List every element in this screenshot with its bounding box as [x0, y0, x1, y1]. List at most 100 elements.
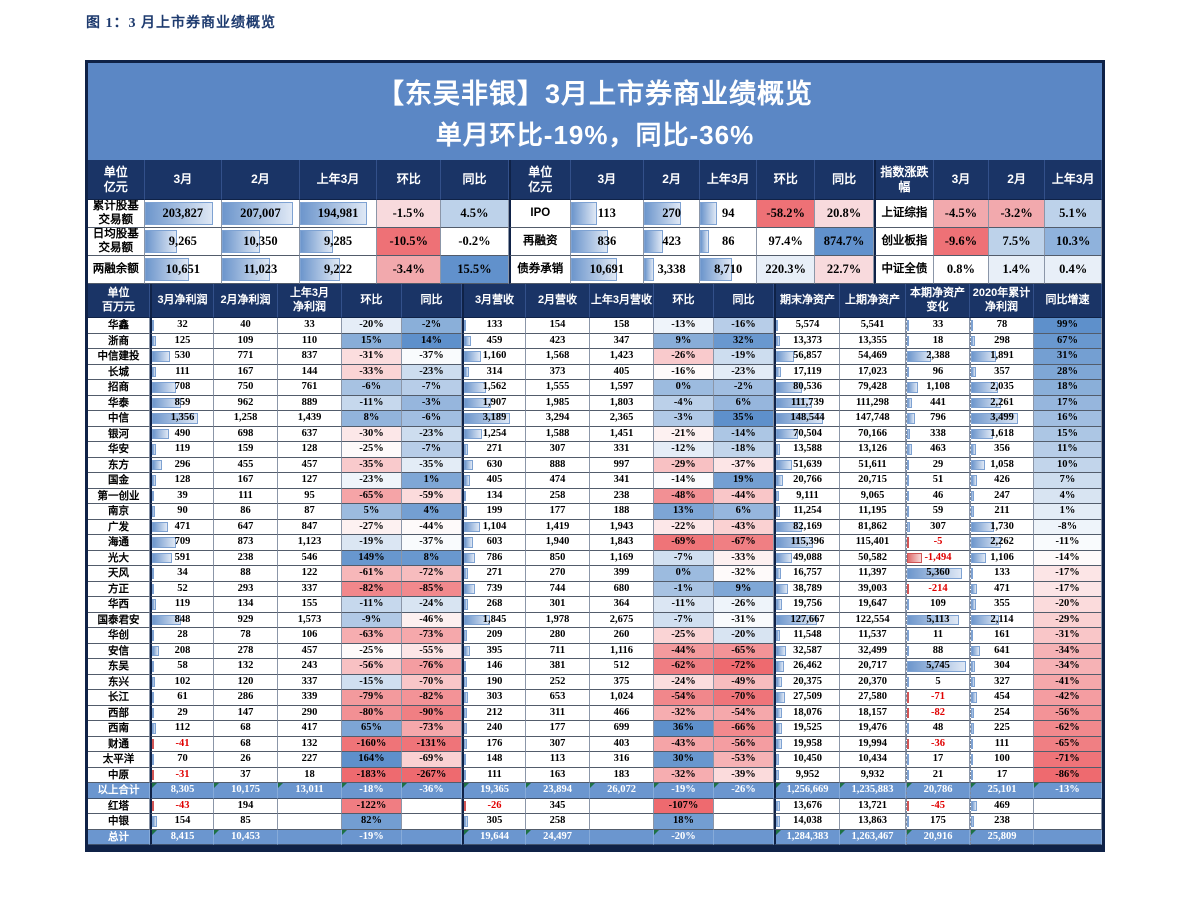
- value-cell: 771: [214, 349, 278, 365]
- value-cell: 1,254: [462, 426, 526, 442]
- table-row: 招商 708 750 761 -6% -7% 1,562 1,555 1,597 0% -2% 80,…: [88, 380, 1102, 396]
- value-cell: 457: [278, 643, 342, 659]
- table-header-cell: 单位 百万元: [88, 284, 150, 318]
- value-cell: 873: [214, 535, 278, 551]
- cell-value: 109: [237, 334, 254, 346]
- value-cell: 51: [906, 473, 970, 489]
- cell-value: 11,537: [858, 629, 887, 641]
- value-cell: 128: [150, 473, 214, 489]
- cell-value: 1,803: [609, 396, 634, 408]
- broker-name: 国泰君安: [88, 612, 150, 628]
- data-bar: [907, 769, 909, 780]
- value-cell: 32,587: [774, 643, 840, 659]
- value-cell: 49,088: [774, 550, 840, 566]
- index-percent-cell: -9.6%: [934, 228, 989, 256]
- value-cell: 247: [970, 488, 1034, 504]
- cell-value: 183: [613, 768, 630, 780]
- table-row: 国泰君安 848 929 1,573 -9% -46% 1,845 1,978 2,675 -7%…: [88, 612, 1102, 628]
- cell-value: -76%: [419, 660, 444, 672]
- data-bar: [776, 630, 780, 641]
- data-bar: [907, 444, 912, 455]
- cell-value: -17%: [1055, 567, 1080, 579]
- value-cell: 13,355: [840, 333, 906, 349]
- percent-cell: -73%: [402, 628, 462, 644]
- value-cell: [590, 814, 654, 830]
- cell-value: -73%: [419, 722, 444, 734]
- cell-value: 698: [237, 427, 254, 439]
- cell-value: 345: [549, 799, 566, 811]
- value-cell: 111: [150, 364, 214, 380]
- percent-cell: 17%: [1034, 395, 1102, 411]
- cell-value: 280: [549, 629, 566, 641]
- table-row: 海通 709 873 1,123 -19% -37% 603 1,940 1,843 -69% -6…: [88, 535, 1102, 551]
- cell-value: 82%: [361, 815, 382, 827]
- percent-cell: 0%: [654, 566, 714, 582]
- value-cell: 5,360: [906, 566, 970, 582]
- cell-value: 680: [613, 582, 630, 594]
- percent-cell: -33%: [714, 550, 774, 566]
- index-name: 创业板指: [873, 228, 935, 256]
- value-cell: 90: [150, 504, 214, 520]
- percent-cell: -42%: [1034, 690, 1102, 706]
- cell-value: 270: [662, 206, 681, 221]
- cell-value: 708: [174, 381, 191, 393]
- cell-value: -26%: [731, 598, 756, 610]
- cell-value: 16%: [1057, 412, 1078, 424]
- cell-value: 1,907: [482, 396, 507, 408]
- cell-value: 177: [549, 505, 566, 517]
- data-bar: [464, 490, 466, 501]
- cell-value: 88: [240, 567, 251, 579]
- cell-value: 271: [486, 443, 503, 455]
- value-cell: 254: [970, 705, 1034, 721]
- value-cell: 159: [214, 442, 278, 458]
- percent-cell: -23%: [342, 473, 402, 489]
- cell-value: 20.8%: [826, 206, 862, 221]
- percent-cell: -35%: [402, 457, 462, 473]
- value-cell: 111: [462, 767, 526, 783]
- cell-value: 10,175: [231, 784, 260, 796]
- value-cell: 373: [526, 364, 590, 380]
- percent-cell: -49%: [714, 674, 774, 690]
- percent-cell: -3%: [654, 411, 714, 427]
- value-cell: 1,803: [590, 395, 654, 411]
- percent-cell: -72%: [402, 566, 462, 582]
- data-bar: [464, 692, 469, 703]
- data-bar-negative: [907, 552, 923, 563]
- data-bar: [299, 230, 334, 253]
- value-cell: 227: [278, 752, 342, 768]
- cell-value: 19,476: [858, 722, 887, 734]
- cell-value: 1%: [423, 474, 440, 486]
- cell-value: -34%: [1055, 660, 1080, 672]
- cell-value: 459: [486, 334, 503, 346]
- summary-header-cell: 上年3月: [1045, 160, 1102, 200]
- cell-value: -14%: [731, 427, 756, 439]
- data-bar: [464, 537, 473, 548]
- broker-name: 光大: [88, 550, 150, 566]
- cell-value: 119: [174, 443, 191, 455]
- cell-value: -56%: [359, 660, 384, 672]
- cell-value: 161: [994, 629, 1010, 641]
- table-row: 中信建投 530 771 837 -31% -37% 1,160 1,568 1,423 -26%…: [88, 349, 1102, 365]
- value-cell: 68: [214, 721, 278, 737]
- value-cell: 889: [278, 395, 342, 411]
- percent-cell: -46%: [402, 612, 462, 628]
- cell-value: -58.2%: [766, 206, 805, 221]
- cell-value: -31%: [731, 613, 756, 625]
- cell-value: -80%: [359, 706, 384, 718]
- value-cell: 111: [970, 736, 1034, 752]
- summary-header-cell: 单位 亿元: [508, 160, 571, 200]
- value-cell: 441: [906, 395, 970, 411]
- summary-value-cell: 423: [643, 228, 701, 256]
- value-cell: 58: [150, 659, 214, 675]
- percent-cell: [402, 798, 462, 814]
- cell-value: 1,451: [609, 427, 634, 439]
- value-cell: 1,104: [462, 519, 526, 535]
- cell-value: 240: [486, 722, 503, 734]
- cell-value: -7%: [673, 551, 694, 563]
- value-cell: 375: [590, 674, 654, 690]
- value-cell: 11,397: [840, 566, 906, 582]
- summary-percent-cell: 15.5%: [441, 256, 509, 284]
- percent-cell: -65%: [342, 488, 402, 504]
- table-row: 华创 28 78 106 -63% -73% 209 280 260 -25% -20% 11,548…: [88, 628, 1102, 644]
- data-bar: [464, 816, 469, 827]
